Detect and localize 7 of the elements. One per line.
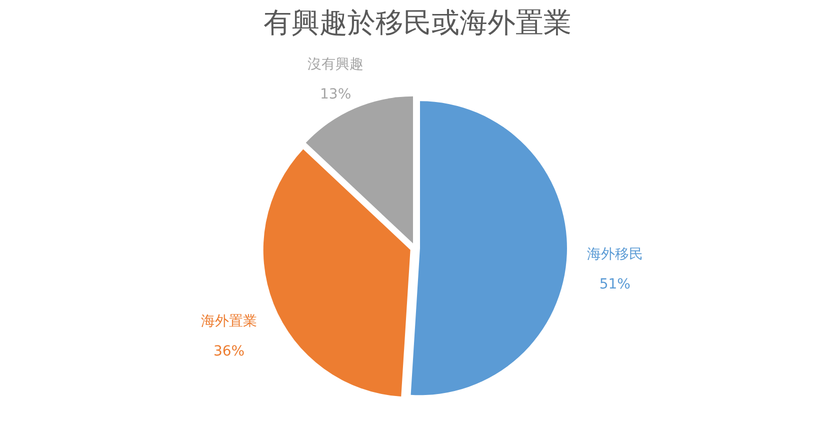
data-label: 36%	[213, 344, 245, 360]
data-label: 13%	[320, 86, 352, 102]
slice-label: 海外移民	[586, 246, 643, 262]
data-label: 51%	[599, 276, 630, 292]
slice-label: 海外置業	[201, 314, 258, 330]
chart-title: 有興趣於移民或海外置業	[264, 6, 572, 39]
slice-label: 沒有興趣	[308, 56, 364, 72]
